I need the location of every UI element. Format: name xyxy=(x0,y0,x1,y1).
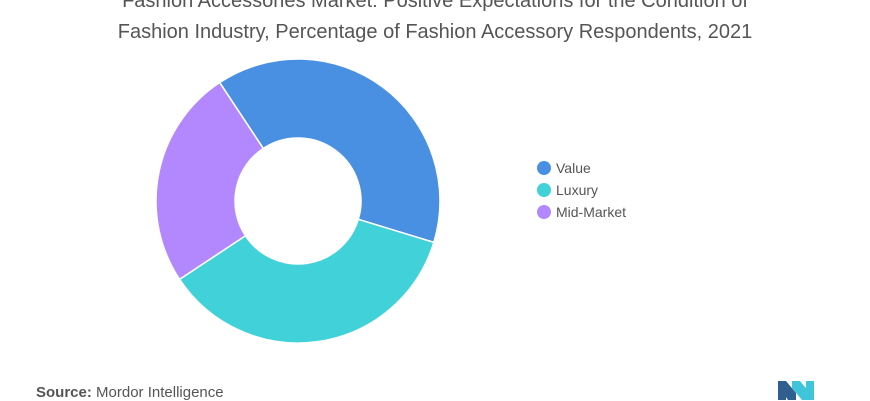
legend-swatch-value xyxy=(537,161,551,175)
donut-slice-luxury xyxy=(178,218,435,344)
legend-swatch-mid-market xyxy=(537,205,551,219)
chart-title: Fashion Accessories Market: Positive Exp… xyxy=(0,0,870,48)
legend-item-luxury: Luxury xyxy=(537,179,626,201)
legend-label-mid-market: Mid-Market xyxy=(556,204,627,220)
chart-legend: Value Luxury Mid-Market xyxy=(537,157,626,223)
source-text: Mordor Intelligence xyxy=(96,384,224,401)
legend-swatch-luxury xyxy=(537,183,551,197)
legend-label-value: Value xyxy=(556,160,591,176)
source-note: Source: Mordor Intelligence xyxy=(36,384,224,401)
source-label: Source: xyxy=(36,384,92,401)
donut-slice-mid-market xyxy=(155,81,265,281)
chart-title-line-2: Fashion Industry, Percentage of Fashion … xyxy=(117,21,753,43)
mordor-intelligence-logo-icon xyxy=(778,381,814,400)
legend-item-value: Value xyxy=(537,157,626,179)
legend-item-mid-market: Mid-Market xyxy=(537,201,626,223)
legend-label-luxury: Luxury xyxy=(556,182,599,198)
chart-title-line-1: Fashion Accessories Market: Positive Exp… xyxy=(122,0,748,12)
donut-slice-value xyxy=(218,58,441,244)
